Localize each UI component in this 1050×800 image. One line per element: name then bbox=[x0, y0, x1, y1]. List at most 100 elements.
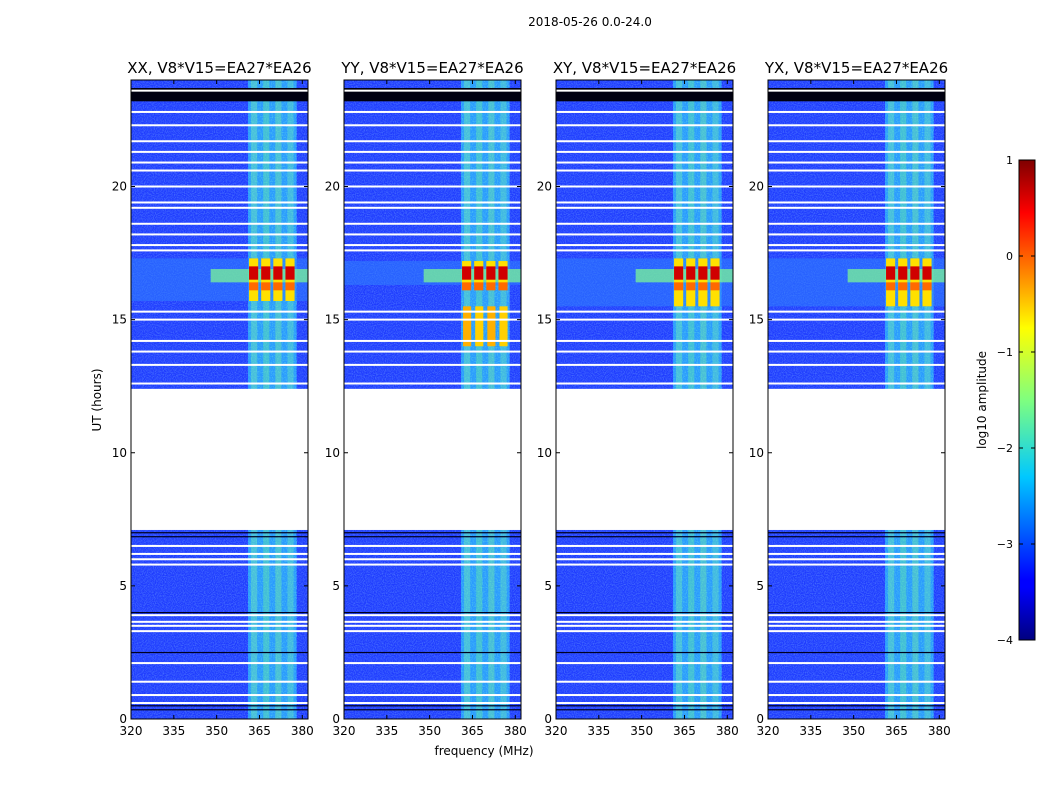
flag-line bbox=[768, 185, 945, 188]
x-tick-label: 350 bbox=[205, 724, 228, 738]
flag-line bbox=[131, 662, 308, 665]
flag-line bbox=[768, 169, 945, 172]
peak-mid bbox=[886, 282, 896, 291]
flag-line bbox=[131, 620, 308, 623]
peak-core bbox=[698, 266, 708, 280]
y-tick-label: 15 bbox=[749, 313, 764, 327]
peak-core bbox=[886, 266, 896, 280]
flag-line bbox=[768, 702, 945, 705]
panel-title: XX, V8*V15=EA27*EA26 bbox=[127, 59, 311, 77]
dark-line bbox=[556, 612, 733, 614]
x-tick-label: 335 bbox=[375, 724, 398, 738]
y-tick-label: 20 bbox=[537, 180, 552, 194]
peak-mid bbox=[710, 282, 720, 291]
flag-line bbox=[131, 339, 308, 342]
flag-line bbox=[768, 201, 945, 204]
flag-line bbox=[768, 563, 945, 566]
flag-line bbox=[344, 620, 521, 623]
colorbar-tick-label: 1 bbox=[1006, 154, 1013, 167]
x-tick-label: 380 bbox=[928, 724, 951, 738]
secondary-rfi-block bbox=[475, 306, 484, 347]
flag-line bbox=[131, 680, 308, 683]
x-tick-label: 350 bbox=[418, 724, 441, 738]
x-tick-label: 380 bbox=[716, 724, 739, 738]
peak-mid bbox=[249, 282, 259, 291]
flag-line bbox=[131, 206, 308, 209]
colorbar-tick-label: 0 bbox=[1006, 250, 1013, 263]
colorbar-tick-label: −3 bbox=[997, 538, 1013, 551]
flag-line bbox=[768, 363, 945, 366]
flag-line bbox=[768, 552, 945, 555]
flag-line bbox=[768, 249, 945, 252]
flag-line bbox=[556, 339, 733, 342]
flag-line bbox=[556, 222, 733, 225]
panel-3: XY, V8*V15=EA27*EA26 320 335 350 365 380 0 5 10 1… bbox=[537, 59, 739, 738]
y-tick-label: 15 bbox=[325, 313, 340, 327]
peak-core bbox=[910, 266, 920, 280]
peak-core bbox=[674, 266, 684, 280]
flag-line bbox=[768, 222, 945, 225]
y-tick-label: 20 bbox=[749, 180, 764, 194]
flag-line bbox=[344, 544, 521, 547]
figure-suptitle: 2018-05-26 0.0-24.0 bbox=[528, 15, 652, 29]
dark-line bbox=[131, 705, 308, 707]
flag-line bbox=[344, 161, 521, 164]
x-tick-label: 335 bbox=[799, 724, 822, 738]
dark-line bbox=[556, 651, 733, 654]
flag-line bbox=[131, 124, 308, 127]
flag-line bbox=[344, 249, 521, 252]
x-tick-label: 350 bbox=[630, 724, 653, 738]
flag-line bbox=[344, 244, 521, 247]
peak-core bbox=[462, 266, 472, 280]
peak-core bbox=[474, 266, 484, 280]
flag-line bbox=[556, 233, 733, 236]
flag-line bbox=[344, 614, 521, 617]
peak-mid bbox=[261, 282, 271, 291]
flag-line bbox=[131, 185, 308, 188]
x-tick-label: 365 bbox=[673, 724, 696, 738]
flag-line bbox=[556, 140, 733, 143]
flag-line bbox=[768, 124, 945, 127]
flag-line bbox=[344, 206, 521, 209]
flag-line bbox=[131, 558, 308, 561]
flag-line bbox=[556, 563, 733, 566]
flag-line bbox=[556, 310, 733, 313]
flag-line bbox=[768, 694, 945, 697]
flag-line bbox=[556, 169, 733, 172]
flag-line bbox=[344, 662, 521, 665]
flag-line bbox=[131, 169, 308, 172]
peak-mid bbox=[285, 282, 295, 291]
flag-line bbox=[556, 702, 733, 705]
dark-line bbox=[768, 709, 945, 711]
dark-line bbox=[131, 651, 308, 654]
dark-line bbox=[344, 612, 521, 614]
flag-line bbox=[344, 185, 521, 188]
flag-line bbox=[131, 630, 308, 633]
flag-line bbox=[344, 318, 521, 321]
flag-line bbox=[768, 620, 945, 623]
flag-line bbox=[131, 382, 308, 385]
flag-line bbox=[344, 169, 521, 172]
x-tick-label: 320 bbox=[545, 724, 568, 738]
flag-line bbox=[344, 382, 521, 385]
dark-line bbox=[131, 612, 308, 614]
flag-line bbox=[344, 150, 521, 153]
panel-4: YX, V8*V15=EA27*EA26 320 335 350 365 380 0 5 10 1… bbox=[749, 59, 951, 738]
peak-core bbox=[249, 266, 259, 280]
flag-line bbox=[131, 350, 308, 353]
flag-line bbox=[344, 558, 521, 561]
flag-line bbox=[344, 630, 521, 633]
panel-frame bbox=[767, 79, 946, 720]
x-tick-label: 380 bbox=[504, 724, 527, 738]
peak-glow bbox=[847, 269, 945, 283]
flag-line bbox=[344, 552, 521, 555]
flag-line bbox=[131, 552, 308, 555]
flag-line bbox=[344, 124, 521, 127]
y-tick-label: 0 bbox=[332, 712, 340, 726]
flag-line bbox=[768, 150, 945, 153]
flag-line bbox=[556, 363, 733, 366]
peak-mid bbox=[462, 282, 472, 291]
flag-line bbox=[768, 110, 945, 113]
flag-line bbox=[344, 624, 521, 627]
